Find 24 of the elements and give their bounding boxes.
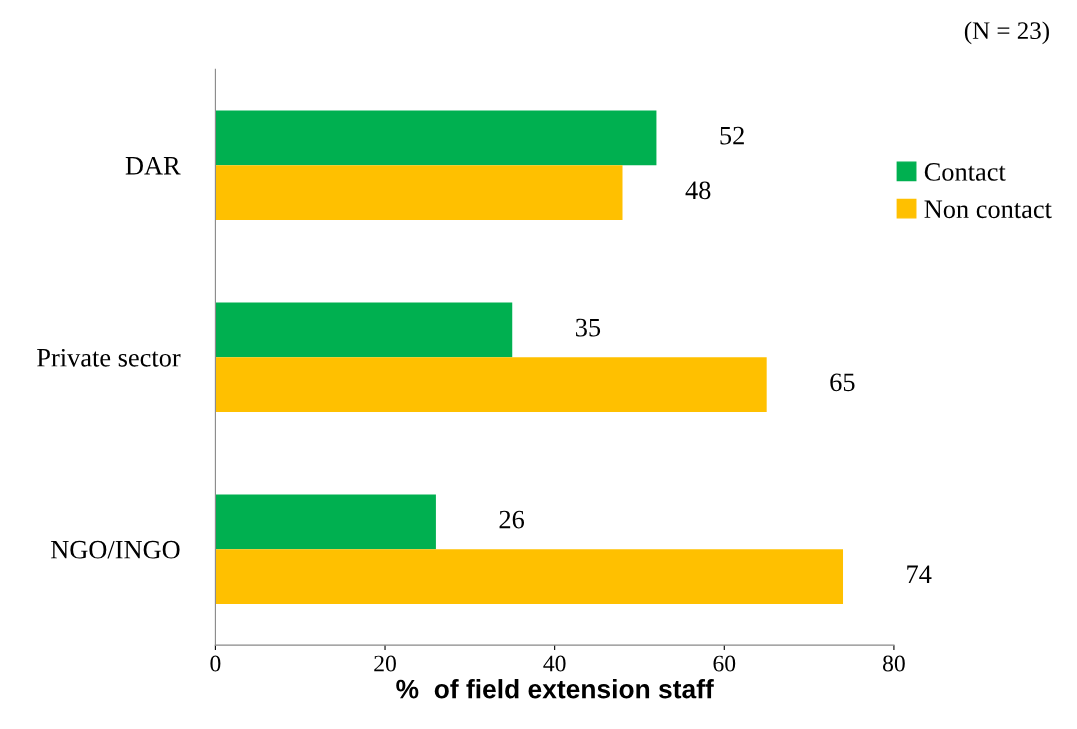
x-tick-label: 40 — [543, 655, 566, 672]
data-label: 52 — [720, 126, 744, 145]
bar — [215, 494, 436, 550]
bar — [215, 165, 623, 220]
bar — [215, 357, 767, 412]
text: (N = 23) — [964, 21, 1049, 45]
y-tick-label: DAR — [125, 156, 181, 175]
legend-label: Non contact — [924, 200, 1052, 219]
data-label: 26 — [499, 510, 525, 529]
x-axis-title: % of field extension staff — [396, 679, 714, 699]
data-label: 35 — [576, 318, 601, 337]
bar — [215, 549, 844, 604]
data-label: 74 — [907, 565, 932, 583]
x-tick-label: 80 — [883, 655, 905, 672]
bar — [215, 302, 513, 358]
x-tick-label: 0 — [210, 655, 221, 672]
bar — [215, 110, 657, 166]
x-tick-label: 20 — [374, 655, 396, 672]
data-label: 65 — [830, 373, 855, 392]
legend-label: Contact — [924, 163, 1006, 181]
data-label: 48 — [685, 181, 711, 200]
x-tick-label: 60 — [713, 655, 736, 672]
y-tick-label: NGO/INGO — [50, 540, 180, 559]
y-tick-label: Private sector — [37, 348, 181, 367]
